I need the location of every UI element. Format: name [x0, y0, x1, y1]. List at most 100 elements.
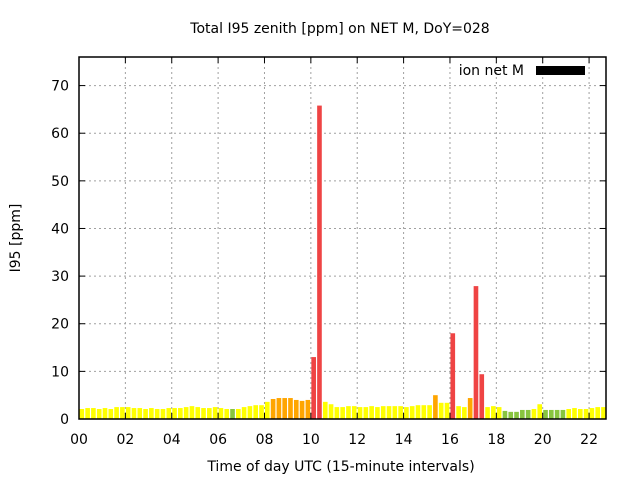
bar — [143, 408, 148, 419]
bar — [230, 408, 235, 419]
bar — [409, 406, 415, 419]
bar — [415, 405, 421, 419]
bar — [491, 406, 496, 419]
bars — [79, 105, 606, 419]
y-tick-label: 60 — [51, 126, 69, 142]
bar — [601, 407, 606, 419]
y-tick-label: 20 — [51, 317, 69, 333]
x-tick-label: 12 — [348, 432, 366, 448]
bar — [531, 408, 537, 419]
bar — [218, 408, 224, 419]
bar — [305, 399, 311, 419]
bar — [131, 408, 137, 419]
x-tick-label: 04 — [163, 432, 181, 448]
bar — [357, 407, 363, 419]
bar — [108, 408, 114, 419]
x-tick-label: 10 — [302, 432, 320, 448]
y-tick-label: 50 — [51, 174, 69, 190]
bar — [346, 406, 351, 419]
bar — [166, 408, 172, 419]
bar — [583, 408, 589, 419]
bar — [299, 400, 305, 419]
bar — [577, 408, 583, 419]
x-tick-label: 16 — [441, 432, 459, 448]
bar — [328, 404, 334, 419]
bar — [386, 406, 392, 419]
bar — [572, 408, 577, 419]
bar — [189, 406, 195, 419]
bar — [473, 286, 479, 419]
bar — [293, 399, 299, 419]
plot-frame — [78, 56, 607, 420]
x-tick-label: 18 — [487, 432, 505, 448]
x-tick-label: 22 — [580, 432, 598, 448]
bar — [450, 333, 456, 419]
bar — [351, 406, 357, 419]
bar — [125, 407, 131, 419]
bar — [270, 398, 276, 419]
bar — [160, 408, 166, 419]
bar — [288, 398, 293, 419]
bar — [554, 409, 560, 419]
bar — [149, 408, 154, 419]
bar — [195, 407, 201, 419]
bar — [201, 408, 206, 419]
bar — [543, 409, 548, 419]
bar — [207, 408, 212, 419]
ticks: 00 02 04 06 08 10 12 14 16 18 20 22 0 10 20 30 40 50 60 70 — [51, 57, 606, 448]
chart-title: Total I95 zenith [ppm] on NET M, DoY=028 — [189, 21, 489, 37]
bar — [375, 407, 380, 419]
bar — [525, 409, 531, 419]
bar — [276, 398, 282, 419]
bar — [392, 406, 398, 419]
bar — [462, 407, 467, 419]
bar — [514, 411, 519, 419]
bar — [224, 408, 230, 419]
bar — [404, 407, 409, 419]
bar — [282, 398, 288, 419]
x-axis-label: Time of day UTC (15-minute intervals) — [206, 459, 474, 475]
bar — [154, 408, 160, 419]
bar — [334, 407, 340, 419]
bar — [212, 407, 218, 419]
x-tick-label: 20 — [534, 432, 552, 448]
bar — [467, 398, 473, 419]
bar — [363, 407, 369, 419]
bar — [253, 405, 259, 419]
grid — [79, 57, 606, 419]
legend-swatch — [536, 66, 585, 75]
bar — [172, 408, 177, 419]
x-tick-label: 02 — [116, 432, 134, 448]
bar — [102, 408, 108, 419]
bar — [456, 406, 461, 419]
bar — [311, 357, 316, 419]
bar — [502, 410, 508, 419]
y-tick-label: 40 — [51, 221, 69, 237]
bar — [595, 407, 601, 419]
bar — [485, 407, 490, 419]
bar — [508, 411, 514, 419]
bar — [236, 408, 241, 419]
bar — [114, 407, 119, 419]
bar — [537, 404, 543, 419]
bar — [398, 406, 403, 419]
y-tick-label: 30 — [51, 269, 69, 285]
bar — [120, 407, 125, 419]
bar — [340, 407, 345, 419]
bar — [496, 407, 502, 419]
x-tick-label: 08 — [256, 432, 274, 448]
bar — [380, 406, 386, 419]
bar — [322, 401, 328, 419]
bar — [264, 401, 270, 419]
legend-label: ion net M — [459, 63, 524, 79]
bar — [433, 395, 438, 419]
bar — [178, 408, 183, 419]
bar — [317, 105, 322, 419]
bar — [566, 408, 572, 419]
y-tick-label: 10 — [51, 364, 69, 380]
bar — [247, 406, 253, 419]
bar — [444, 402, 450, 419]
bar — [241, 407, 247, 419]
bar — [438, 402, 444, 419]
